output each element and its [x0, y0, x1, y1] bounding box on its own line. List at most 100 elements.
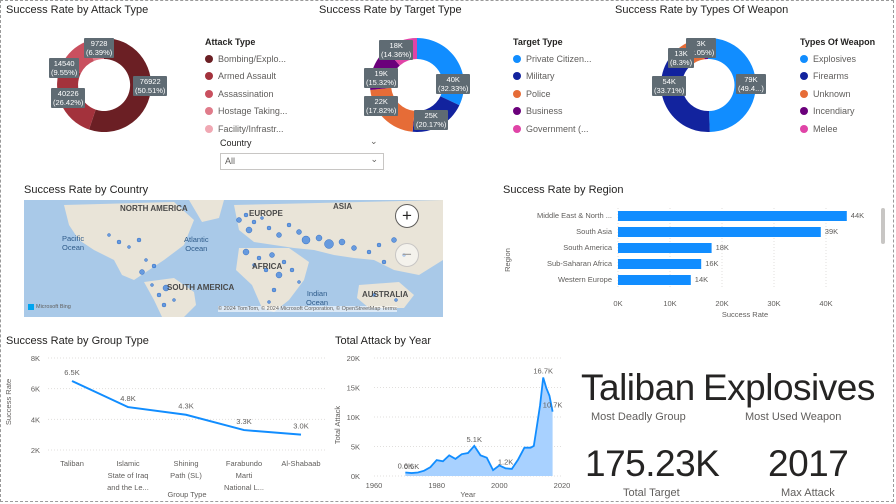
bing-logo: Microsoft Bing [28, 304, 71, 310]
kpi-deadly-group-label: Most Deadly Group [591, 411, 686, 423]
map-label: AFRICA [252, 262, 283, 271]
legend-label: Private Citizen... [526, 53, 592, 64]
legend-item[interactable]: Government (... [513, 120, 592, 138]
world-map[interactable]: NORTH AMERICA EUROPE ASIA Pacific Ocean … [24, 200, 443, 317]
y-tick-label: Western Europe [558, 275, 612, 284]
country-dropdown[interactable]: All ⌄ [220, 153, 384, 170]
legend-dot-icon [205, 89, 213, 98]
x-tick-label: Al-Shabaab [281, 459, 320, 468]
donut-data-label: 13K (8.3%) [668, 48, 695, 68]
legend-dot-icon [800, 89, 808, 98]
legend-dot-icon [800, 107, 808, 116]
country-slicer-title: Country [220, 138, 252, 148]
legend-title: Types Of Weapon [800, 37, 876, 47]
kpi-deadly-group-value: Taliban [581, 367, 695, 408]
map-canvas[interactable] [24, 200, 443, 317]
donut-slice[interactable] [89, 37, 152, 132]
bar [618, 243, 712, 253]
x-tick-label: 1980 [428, 481, 445, 490]
donut-slice[interactable] [417, 38, 465, 106]
zoom-in-button[interactable]: + [395, 204, 419, 228]
legend-item[interactable]: Melee [800, 120, 875, 138]
x-tick-label: Path (SL) [170, 471, 202, 480]
legend-item[interactable]: Explosives [800, 50, 875, 68]
point-data-label: 4.3K [178, 402, 193, 411]
area-fill [405, 377, 553, 476]
donut-data-label: 76922 (50.51%) [133, 76, 168, 96]
point-data-label: 10.7K [543, 401, 563, 410]
year-xlabel: Year [460, 490, 476, 499]
chevron-down-icon[interactable]: ⌄ [370, 136, 378, 146]
legend-label: Unknown [813, 88, 851, 99]
legend-item[interactable]: Armed Assault [205, 68, 287, 86]
legend-dot-icon [513, 89, 521, 98]
group-type-line-chart[interactable]: 2K 4K 6K 8K 6.5K Taliban 4.8K Islamic State of … [0, 350, 330, 500]
x-tick-label: 0K [613, 299, 622, 308]
attack-year-area-chart[interactable]: 0K 5K 10K 15K 20K 1960 1980 2000 2020 0.6K0.5K 5.… [330, 350, 575, 500]
donut-slice[interactable] [660, 51, 710, 133]
legend-label: Government (... [526, 123, 589, 134]
legend-label: Armed Assault [218, 71, 277, 82]
y-tick-label: 20K [347, 354, 360, 363]
legend-item[interactable]: Firearms [800, 68, 875, 86]
map-label: SOUTH AMERICA [167, 283, 235, 292]
donut-slice[interactable] [708, 37, 756, 132]
attack-year-title: Total Attack by Year [335, 335, 432, 347]
kpi-weapon-value: Explosives [703, 367, 875, 408]
bar-data-label: 44K [851, 211, 864, 220]
legend-item[interactable]: Military [513, 68, 592, 86]
legend-dot-icon [513, 107, 521, 116]
map-label: Atlantic Ocean [184, 235, 209, 253]
legend-dot-icon [205, 54, 213, 63]
point-data-label: 3.3K [236, 417, 251, 426]
country-dropdown-value: All [225, 156, 236, 166]
target-type-title: Success Rate by Target Type [319, 4, 462, 16]
legend-item[interactable]: Unknown [800, 85, 875, 103]
legend-item[interactable]: Incendiary [800, 103, 875, 121]
donut-data-label: 14540 (9.55%) [49, 58, 80, 78]
x-tick-label: 2000 [491, 481, 508, 490]
x-tick-label: 2020 [554, 481, 571, 490]
region-title: Success Rate by Region [503, 184, 624, 196]
legend-dot-icon [513, 124, 521, 133]
bar [618, 227, 821, 237]
group-xlabel: Group Type [167, 490, 206, 499]
y-tick-label: South Asia [576, 227, 613, 236]
legend-label: Explosives [813, 53, 857, 64]
legend-item[interactable]: Private Citizen... [513, 50, 592, 68]
legend-item[interactable]: Bombing/Explo... [205, 50, 287, 68]
x-tick-label: and the Le... [107, 483, 149, 492]
legend-dot-icon [513, 54, 521, 63]
legend-item[interactable]: Police [513, 85, 592, 103]
year-ylabel: Total Attack [333, 406, 342, 445]
legend-item[interactable]: Business [513, 103, 592, 121]
donut-data-label: 18K (14.36%) [379, 40, 414, 60]
attack-type-title: Success Rate by Attack Type [6, 4, 149, 16]
x-tick-label: 1960 [366, 481, 383, 490]
region-xlabel: Success Rate [722, 310, 768, 319]
legend-label: Business [526, 106, 563, 117]
bar-data-label: 16K [705, 259, 718, 268]
legend-label: Firearms [813, 71, 849, 82]
x-tick-label: 10K [663, 299, 676, 308]
legend-item[interactable]: Facility/Infrastr... [205, 120, 287, 138]
legend-item[interactable]: Assassination [205, 85, 287, 103]
x-tick-label: Farabundo [226, 459, 262, 468]
attack-type-legend: Attack Type Bombing/Explo... Armed Assaul… [205, 37, 287, 138]
group-ylabel: Success Rate [4, 379, 13, 425]
series-line [71, 380, 302, 436]
map-attribution[interactable]: © 2024 TomTom, © 2024 Microsoft Corporat… [218, 306, 397, 312]
land-greenland [189, 200, 224, 222]
y-tick-label: 0K [351, 472, 360, 481]
donut-data-label: 19K (15.32%) [364, 68, 399, 88]
legend-item[interactable]: Hostage Taking... [205, 103, 287, 121]
y-tick-label: 15K [347, 384, 360, 393]
region-bar-chart[interactable]: 0K 10K 20K 30K 40K Middle East & North ... 44… [500, 200, 880, 322]
region-scrollbar[interactable] [881, 208, 885, 244]
map-label: Pacific Ocean [62, 234, 85, 252]
legend-label: Melee [813, 123, 838, 134]
x-tick-label: Shining [173, 459, 198, 468]
zoom-out-button[interactable]: − [395, 243, 419, 267]
weapon-type-title: Success Rate by Types Of Weapon [615, 4, 789, 16]
